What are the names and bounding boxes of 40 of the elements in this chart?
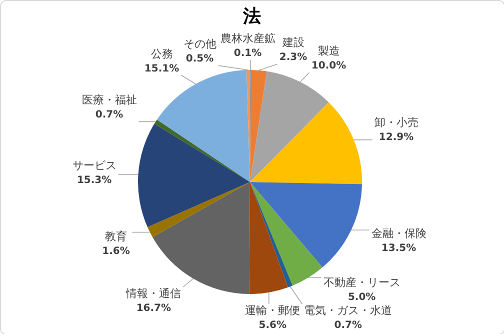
pie-slice: [156, 70, 250, 182]
slice-label: 医療・福祉: [82, 94, 137, 107]
data-label: 15.1%: [144, 63, 180, 74]
pie-slice: [250, 102, 362, 184]
data-label: 13.5%: [381, 243, 416, 254]
data-label: 16.7%: [136, 303, 172, 314]
data-label: 10.0%: [311, 60, 346, 72]
slice-label: 電気・ガス・水道: [304, 304, 392, 317]
chart-title: 法: [242, 6, 261, 27]
pie-slice: [250, 70, 267, 182]
data-label: 5.6%: [258, 320, 286, 331]
slice-label: 教育: [105, 230, 128, 243]
data-label: 2.3%: [279, 52, 308, 64]
pie-slice: [250, 182, 362, 268]
pie-slice: [138, 124, 250, 228]
slice-label: その他: [183, 38, 216, 51]
slice-label: 金融・保険: [371, 227, 426, 240]
pie-slice: [250, 182, 293, 288]
data-label: 0.7%: [334, 320, 362, 331]
slice-label: 不動産・リース: [323, 276, 400, 289]
slice-label: 建設: [281, 36, 304, 50]
slice-label: 製造: [318, 44, 340, 58]
data-label: 1.6%: [102, 246, 130, 257]
slice-label: 運輸・郵便: [245, 304, 300, 317]
data-label: 0.5%: [186, 54, 214, 65]
data-label: 0.1%: [234, 48, 262, 59]
slice-label: サービス: [72, 158, 116, 172]
pie-slice: [147, 182, 250, 238]
slice-label: 農林水産鉱: [220, 32, 276, 45]
pie-slice: [249, 182, 288, 294]
slice-label: 卸・小売: [374, 116, 418, 129]
data-label: 12.9%: [378, 132, 414, 143]
slice-label: 情報・通信: [125, 287, 182, 300]
pie-slice: [250, 71, 329, 182]
data-label: 15.3%: [76, 174, 112, 186]
slice-label: 公務: [150, 47, 173, 60]
data-label: 5.0%: [348, 292, 376, 303]
data-label: 0.7%: [95, 110, 124, 121]
pie-slice: [250, 182, 322, 286]
pie-slice: [154, 120, 250, 182]
